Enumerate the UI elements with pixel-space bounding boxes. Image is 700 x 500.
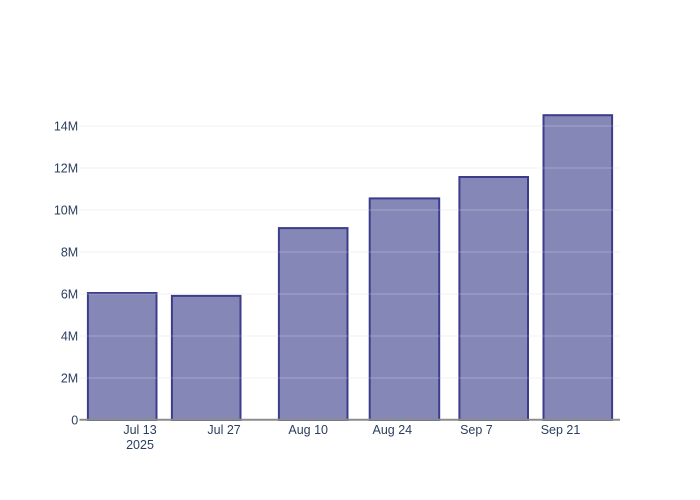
svg-text:Aug 10: Aug 10 xyxy=(288,423,328,437)
svg-text:2025: 2025 xyxy=(126,438,154,452)
svg-text:12M: 12M xyxy=(54,162,78,176)
svg-text:Sep 21: Sep 21 xyxy=(541,423,581,437)
svg-text:Aug 24: Aug 24 xyxy=(372,423,412,437)
svg-text:Jul 13: Jul 13 xyxy=(123,423,156,437)
svg-text:14M: 14M xyxy=(54,120,78,134)
svg-text:8M: 8M xyxy=(61,246,78,260)
svg-text:Jul 27: Jul 27 xyxy=(207,423,240,437)
svg-text:6M: 6M xyxy=(61,288,78,302)
svg-text:0: 0 xyxy=(71,414,78,428)
svg-text:Sep 7: Sep 7 xyxy=(460,423,493,437)
svg-text:10M: 10M xyxy=(54,204,78,218)
svg-text:4M: 4M xyxy=(61,330,78,344)
svg-text:2M: 2M xyxy=(61,372,78,386)
